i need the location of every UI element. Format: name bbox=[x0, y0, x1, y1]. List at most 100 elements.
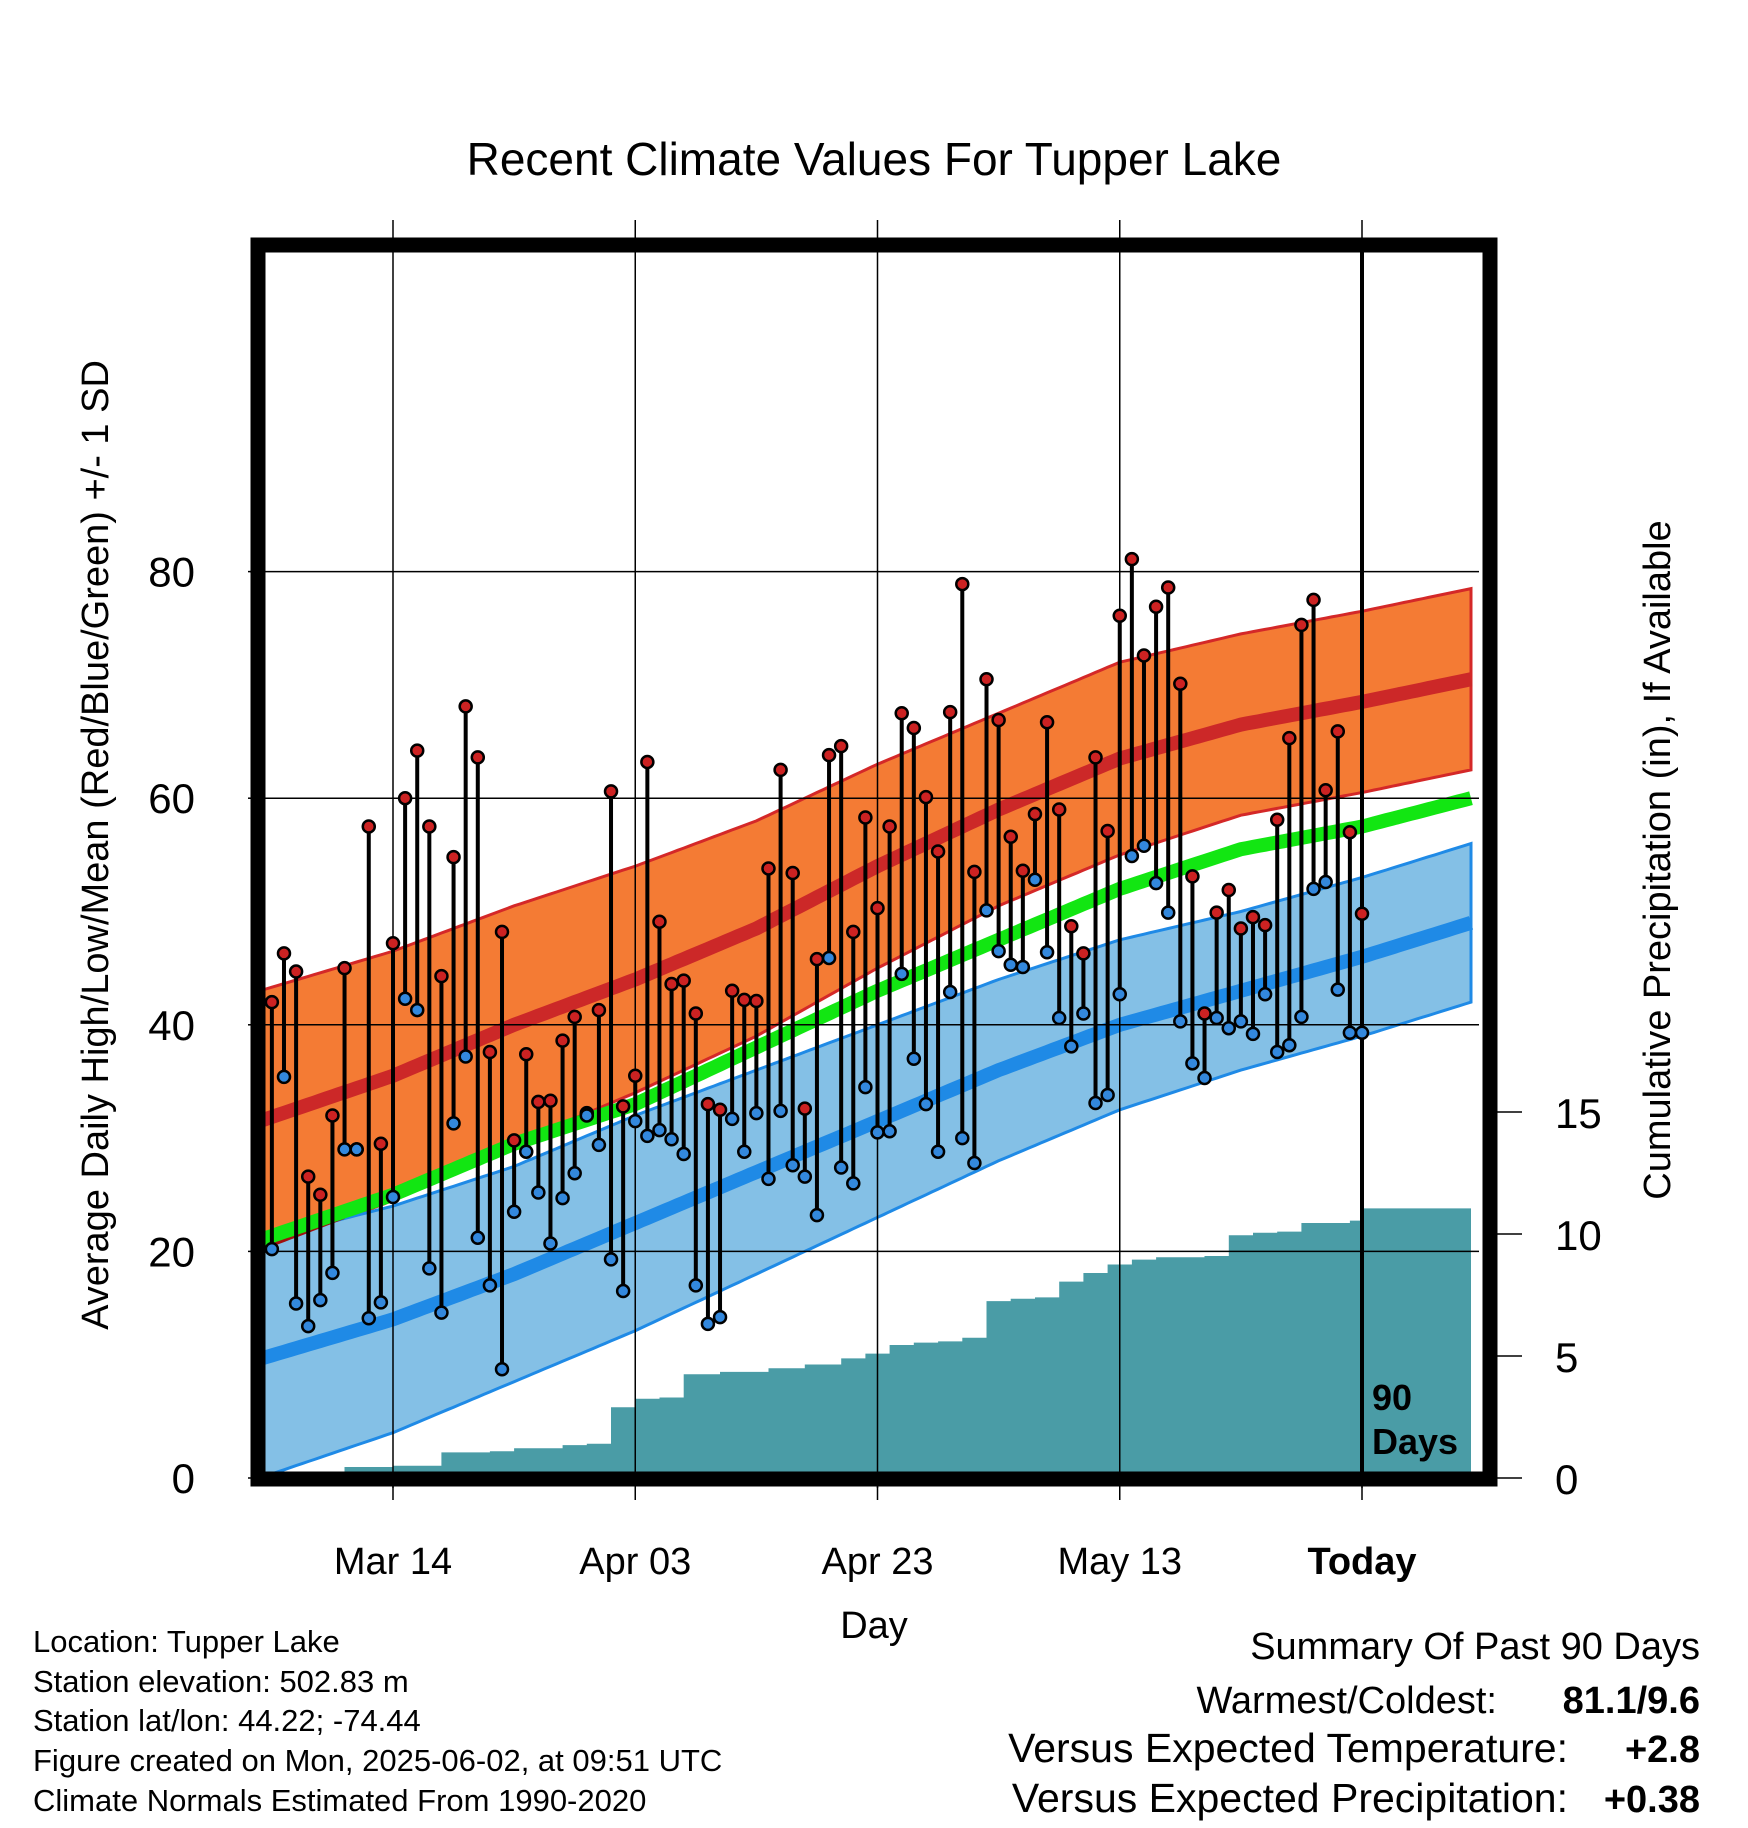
low-point bbox=[458, 1049, 473, 1064]
low-point bbox=[506, 1204, 522, 1219]
low-point bbox=[1354, 1025, 1370, 1040]
low-point bbox=[543, 1236, 558, 1251]
y2-tick-label: 5 bbox=[1555, 1334, 1578, 1381]
low-point bbox=[846, 1176, 861, 1191]
high-point bbox=[482, 1044, 498, 1060]
high-point bbox=[1209, 905, 1224, 920]
y-axis-label: Average Daily High/Low/Mean (Red/Blue/Gr… bbox=[75, 360, 117, 1330]
high-point bbox=[265, 994, 280, 1010]
x-axis-label: Day bbox=[840, 1605, 908, 1647]
low-point bbox=[397, 991, 413, 1006]
low-point bbox=[700, 1316, 716, 1332]
high-point bbox=[1027, 806, 1043, 822]
low-point bbox=[906, 1051, 922, 1067]
y2-tick-label: 10 bbox=[1555, 1212, 1602, 1259]
low-point bbox=[918, 1096, 934, 1112]
high-point bbox=[494, 924, 510, 940]
high-point bbox=[288, 964, 304, 979]
high-point bbox=[846, 924, 861, 940]
high-point bbox=[1064, 918, 1079, 934]
high-point bbox=[1245, 909, 1261, 925]
high-point bbox=[1269, 812, 1285, 827]
high-point bbox=[858, 810, 873, 825]
low-point bbox=[409, 1002, 425, 1018]
high-point bbox=[615, 1099, 631, 1114]
high-point bbox=[833, 738, 849, 754]
high-point bbox=[640, 754, 655, 770]
high-point bbox=[385, 935, 401, 951]
low-point bbox=[1112, 986, 1127, 1002]
high-point bbox=[397, 790, 413, 806]
low-point bbox=[1173, 1014, 1188, 1029]
x-tick-label: May 13 bbox=[1057, 1541, 1182, 1583]
low-point bbox=[1282, 1037, 1297, 1053]
low-point bbox=[749, 1105, 764, 1121]
low-point bbox=[265, 1241, 280, 1257]
warm-cold-value: 81.1/9.6 bbox=[1563, 1680, 1700, 1722]
x-tick-label: Apr 23 bbox=[822, 1541, 934, 1583]
high-point bbox=[276, 946, 292, 961]
low-point bbox=[373, 1295, 389, 1310]
high-point bbox=[373, 1136, 389, 1152]
high-point bbox=[409, 743, 425, 758]
high-point bbox=[700, 1096, 716, 1112]
low-point bbox=[1294, 1009, 1309, 1025]
low-point bbox=[1245, 1026, 1261, 1042]
high-point bbox=[555, 1033, 570, 1048]
low-point bbox=[821, 950, 837, 966]
high-point bbox=[809, 951, 825, 967]
y-tick-label: 0 bbox=[172, 1455, 195, 1502]
normals-line: Climate Normals Estimated From 1990-2020 bbox=[33, 1783, 646, 1818]
y2-axis-label: Cumulative Precipitation (in), If Availa… bbox=[1637, 520, 1679, 1199]
high-point bbox=[676, 973, 691, 988]
high-point bbox=[1088, 750, 1103, 765]
precip-vs-expected-label: Versus Expected Precipitation: bbox=[1012, 1775, 1568, 1821]
high-point bbox=[1173, 676, 1188, 692]
low-point bbox=[1318, 874, 1333, 890]
high-point bbox=[737, 992, 752, 1008]
low-point bbox=[628, 1113, 643, 1129]
high-point bbox=[1306, 592, 1321, 608]
low-point bbox=[1088, 1095, 1103, 1111]
high-point bbox=[1148, 599, 1164, 614]
high-point bbox=[300, 1169, 316, 1184]
temp-vs-expected-value: +2.8 bbox=[1625, 1729, 1700, 1771]
band-overlap bbox=[265, 1218, 345, 1250]
high-point bbox=[821, 747, 837, 763]
low-point bbox=[785, 1158, 800, 1173]
high-point bbox=[422, 819, 437, 834]
high-point bbox=[882, 819, 897, 834]
high-point bbox=[1160, 580, 1176, 595]
high-point bbox=[785, 865, 800, 881]
low-point bbox=[688, 1278, 704, 1293]
high-point bbox=[1100, 823, 1115, 839]
low-point bbox=[603, 1252, 619, 1267]
low-point bbox=[1209, 1010, 1224, 1026]
precip-area bbox=[284, 1208, 1471, 1475]
low-point bbox=[361, 1310, 377, 1326]
high-point bbox=[567, 1009, 582, 1025]
high-point bbox=[1039, 715, 1055, 730]
low-point bbox=[288, 1296, 304, 1311]
high-point bbox=[1342, 824, 1358, 840]
low-point bbox=[882, 1124, 897, 1139]
high-point bbox=[967, 864, 982, 880]
low-point bbox=[1064, 1039, 1079, 1054]
today-marker-label: 90 Days bbox=[1372, 1377, 1458, 1462]
high-point bbox=[664, 976, 679, 992]
high-point bbox=[325, 1108, 340, 1123]
high-point bbox=[1076, 946, 1091, 961]
low-mean-line bbox=[265, 916, 1474, 1365]
low-point bbox=[470, 1230, 486, 1246]
high-point bbox=[1233, 921, 1249, 936]
high-point bbox=[942, 704, 958, 720]
low-point bbox=[325, 1265, 340, 1281]
low-point bbox=[773, 1103, 788, 1119]
low-point bbox=[870, 1125, 885, 1140]
low-point bbox=[676, 1146, 691, 1162]
y2-tick-label: 15 bbox=[1555, 1090, 1602, 1137]
low-point bbox=[761, 1171, 776, 1187]
high-point bbox=[1330, 724, 1346, 739]
low-point bbox=[797, 1169, 813, 1184]
